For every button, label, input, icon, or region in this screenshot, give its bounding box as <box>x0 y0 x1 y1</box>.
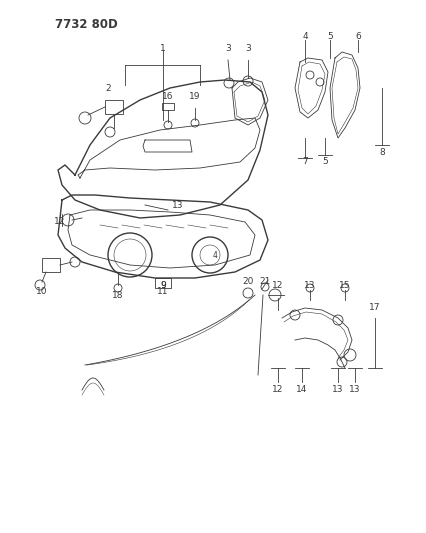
Text: 4: 4 <box>302 31 307 41</box>
Text: 5: 5 <box>321 157 327 166</box>
Text: 3: 3 <box>245 44 250 52</box>
Text: 7732 80D: 7732 80D <box>55 18 118 31</box>
Text: 6: 6 <box>354 31 360 41</box>
Text: 17: 17 <box>368 303 380 312</box>
Bar <box>155 278 170 288</box>
Text: 13: 13 <box>304 280 315 289</box>
Text: 9: 9 <box>160 281 165 290</box>
Text: 20: 20 <box>242 278 253 287</box>
Text: 4: 4 <box>212 251 217 260</box>
Text: 13: 13 <box>348 385 360 394</box>
Bar <box>42 258 60 272</box>
Text: 19: 19 <box>189 92 200 101</box>
Text: 3: 3 <box>225 44 230 52</box>
Text: 13: 13 <box>172 200 183 209</box>
Text: 14: 14 <box>296 385 307 394</box>
Bar <box>105 100 123 114</box>
Text: 11: 11 <box>157 287 168 296</box>
Text: 18: 18 <box>112 290 124 300</box>
Text: 15: 15 <box>338 280 350 289</box>
Text: 7: 7 <box>302 157 307 166</box>
Text: 5: 5 <box>326 31 332 41</box>
Text: 12: 12 <box>54 217 66 227</box>
Text: 13: 13 <box>331 385 343 394</box>
Text: 16: 16 <box>162 92 173 101</box>
Text: 21: 21 <box>259 278 270 287</box>
Text: 12: 12 <box>272 280 283 289</box>
Text: 9: 9 <box>160 280 165 289</box>
Bar <box>161 103 173 110</box>
Text: 2: 2 <box>105 84 111 93</box>
Text: 8: 8 <box>378 148 384 157</box>
Text: 10: 10 <box>36 287 48 296</box>
Text: 1: 1 <box>160 44 165 52</box>
Text: 12: 12 <box>272 385 283 394</box>
